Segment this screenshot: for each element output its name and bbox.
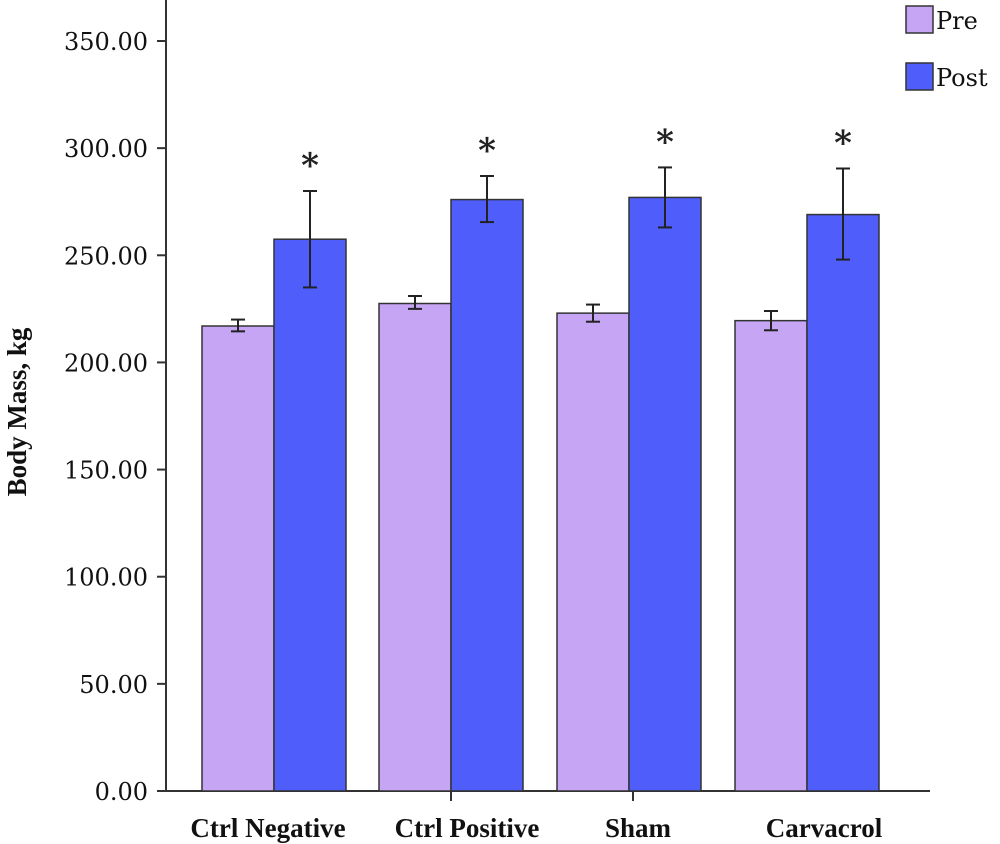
significance-star: * <box>656 122 674 162</box>
legend: Pre Post <box>905 5 988 92</box>
significance-star: * <box>834 124 852 164</box>
x-category-label: Carvacrol <box>766 813 883 843</box>
bar-pre-1 <box>378 302 452 792</box>
x-axis-category-labels: Ctrl Negative Ctrl Positive Sham Carvacrol <box>190 813 882 843</box>
y-tick-label: 50.00 <box>79 671 148 699</box>
legend-label-pre: Pre <box>936 7 978 35</box>
y-tick-label: 200.00 <box>64 349 148 377</box>
y-tick-label: 350.00 <box>64 28 148 56</box>
y-axis-ticks: 0.00 50.00 100.00 150.00 200.00 250.00 300.00 3… <box>64 28 166 806</box>
bar-post-0 <box>273 238 347 792</box>
significance-annotations: * * * * <box>301 122 852 186</box>
bar-post-1 <box>450 198 524 792</box>
y-tick-label: 0.00 <box>95 778 148 806</box>
error-bars <box>231 166 850 333</box>
legend-swatch-pre <box>905 5 934 34</box>
bar-post-3 <box>806 213 880 792</box>
y-tick-label: 300.00 <box>64 135 148 163</box>
x-category-label: Sham <box>605 813 672 843</box>
y-axis-title: Body Mass, kg <box>2 327 32 496</box>
y-tick-label: 150.00 <box>64 457 148 485</box>
bars <box>201 196 880 792</box>
significance-star: * <box>301 146 319 186</box>
significance-star: * <box>478 131 496 171</box>
bar-pre-3 <box>734 319 808 792</box>
y-tick-label: 250.00 <box>64 242 148 270</box>
bar-pre-2 <box>556 312 630 792</box>
legend-swatch-post <box>905 62 934 91</box>
y-tick-label: 100.00 <box>64 564 148 592</box>
x-category-label: Ctrl Negative <box>190 813 345 843</box>
bar-post-2 <box>628 196 702 792</box>
x-category-label: Ctrl Positive <box>395 813 540 843</box>
legend-label-post: Post <box>936 64 988 92</box>
bar-pre-0 <box>201 325 275 792</box>
